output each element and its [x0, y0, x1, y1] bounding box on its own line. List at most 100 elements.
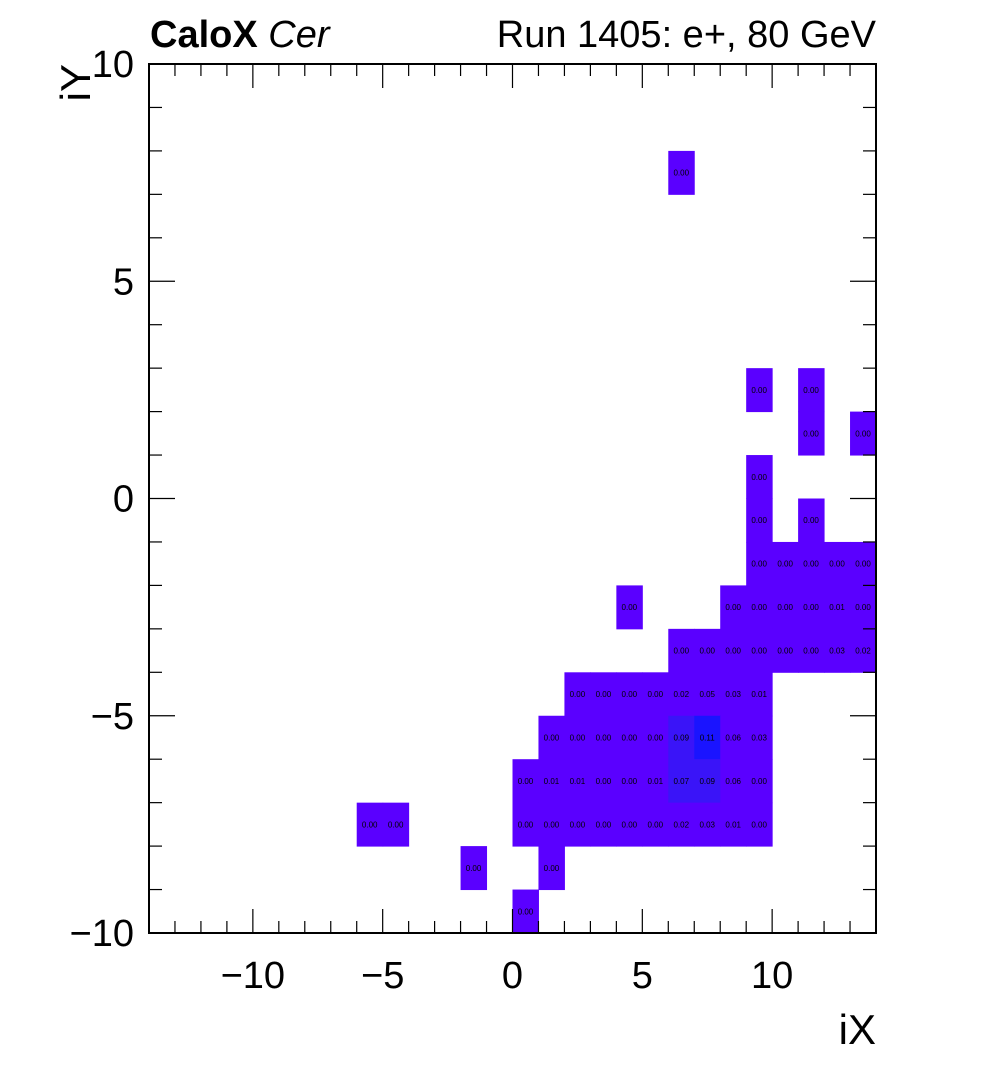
y-axis-label: iY — [52, 64, 99, 101]
cell-value-label: 0.00 — [777, 603, 793, 612]
heatmap-cell — [824, 628, 851, 673]
cell-value-label: 0.09 — [699, 777, 715, 786]
cell-value-label: 0.00 — [648, 690, 664, 699]
cell-value-label: 0.00 — [622, 820, 638, 829]
heatmap-cell — [616, 715, 643, 760]
cell-value-label: 0.00 — [855, 603, 871, 612]
cell-value-label: 0.00 — [596, 733, 612, 742]
x-tick-label: 10 — [751, 955, 793, 997]
heatmap-cell — [590, 672, 617, 717]
cell-value-label: 0.01 — [544, 777, 560, 786]
cell-value-label: 0.00 — [362, 820, 378, 829]
cell-value-label: 0.00 — [544, 864, 560, 873]
heatmap-cell — [746, 759, 773, 804]
cell-value-label: 0.00 — [751, 516, 767, 525]
heatmap-cell — [590, 759, 617, 804]
heatmap-cell — [720, 585, 747, 630]
cell-value-label: 0.02 — [855, 647, 871, 656]
heatmap-cell — [746, 802, 773, 847]
y-tick-label: 5 — [113, 261, 134, 303]
cell-value-label: 0.00 — [388, 820, 404, 829]
heatmap-cell — [694, 715, 721, 760]
cell-value-label: 0.00 — [829, 560, 845, 569]
heatmap-cell — [798, 498, 825, 543]
heatmap-cell — [746, 368, 773, 413]
heatmap-cell — [694, 628, 721, 673]
heatmap-cell — [746, 455, 773, 499]
heatmap-cell — [564, 672, 591, 717]
heatmap-cells: 0.00 0.00 0.00 0.00 0.00 0.00 0.00 0.00 0.00 0.00… — [356, 150, 877, 934]
heatmap-cell — [356, 802, 384, 847]
chart-title-right: Run 1405: e+, 80 GeV — [496, 14, 876, 56]
cell-value-label: 0.00 — [622, 733, 638, 742]
heatmap-cell — [590, 802, 617, 847]
cell-value-label: 0.00 — [570, 820, 586, 829]
heatmap-cell — [694, 759, 721, 804]
heatmap-cell — [382, 802, 410, 847]
cell-value-label: 0.01 — [648, 777, 664, 786]
heatmap-cell — [720, 672, 747, 717]
heatmap-cell — [616, 585, 643, 630]
experiment-name: CaloX — [150, 14, 258, 56]
heatmap-cell — [850, 628, 877, 673]
heatmap-cell — [668, 802, 695, 847]
cell-value-label: 0.00 — [751, 603, 767, 612]
heatmap-cell — [564, 759, 591, 804]
cell-value-label: 0.00 — [518, 907, 534, 916]
heatmap-cell — [538, 802, 565, 847]
heatmap-cell — [512, 889, 539, 934]
detector-name: Cer — [268, 14, 330, 56]
heatmap-cell — [538, 715, 565, 760]
cell-value-label: 0.00 — [751, 386, 767, 395]
heatmap-cell — [564, 802, 591, 847]
cell-value-label: 0.00 — [596, 690, 612, 699]
heatmap-cell — [668, 715, 695, 760]
y-tick-label: 0 — [113, 479, 134, 521]
heatmap-cell — [824, 585, 851, 630]
cell-value-label: 0.00 — [803, 429, 819, 438]
y-tick-label: −10 — [70, 913, 134, 955]
cell-value-label: 0.00 — [751, 777, 767, 786]
cell-value-label: 0.00 — [751, 473, 767, 482]
heatmap-cell — [824, 541, 851, 586]
chart-title-left: CaloX Cer — [150, 14, 330, 57]
heatmap-cell — [668, 672, 695, 717]
x-tick-label: −10 — [221, 955, 285, 997]
cell-value-label: 0.00 — [673, 647, 689, 656]
cell-value-label: 0.00 — [622, 690, 638, 699]
heatmap-cell — [850, 541, 877, 586]
cell-value-label: 0.01 — [751, 690, 767, 699]
heatmap-cell — [746, 628, 773, 673]
cell-value-label: 0.00 — [751, 560, 767, 569]
cell-value-label: 0.00 — [725, 647, 741, 656]
cell-value-label: 0.00 — [544, 733, 560, 742]
heatmap-cell — [642, 715, 669, 760]
y-tick-label: 10 — [92, 44, 134, 86]
heatmap-cell — [746, 541, 773, 586]
cell-value-label: 0.05 — [699, 690, 715, 699]
cell-value-label: 0.00 — [803, 647, 819, 656]
axis-labels: −10 −5 0 5 10 −10 −5 0 5 10 iX iY — [52, 44, 876, 1053]
heatmap-cell — [642, 672, 669, 717]
heatmap-cell — [564, 715, 591, 760]
heatmap-cell — [798, 368, 825, 413]
cell-value-label: 0.00 — [855, 429, 871, 438]
heatmap-cell — [642, 802, 669, 847]
heatmap-cell — [538, 846, 565, 891]
plot-frame — [148, 63, 877, 934]
heatmap-cell — [746, 715, 773, 760]
heatmap-cell — [460, 846, 488, 891]
cell-value-label: 0.01 — [725, 820, 741, 829]
heatmap-cell — [798, 411, 825, 456]
cell-value-label: 0.00 — [518, 777, 534, 786]
cell-value-label: 0.06 — [725, 733, 741, 742]
cell-value-label: 0.00 — [803, 516, 819, 525]
cell-value-label: 0.00 — [803, 560, 819, 569]
heatmap-cell — [746, 498, 773, 543]
heatmap-cell — [720, 715, 747, 760]
cell-value-label: 0.00 — [777, 560, 793, 569]
cell-value-label: 0.07 — [673, 777, 689, 786]
cell-value-label: 0.00 — [622, 777, 638, 786]
heatmap-cell — [720, 628, 747, 673]
heatmap-cell — [642, 759, 669, 804]
